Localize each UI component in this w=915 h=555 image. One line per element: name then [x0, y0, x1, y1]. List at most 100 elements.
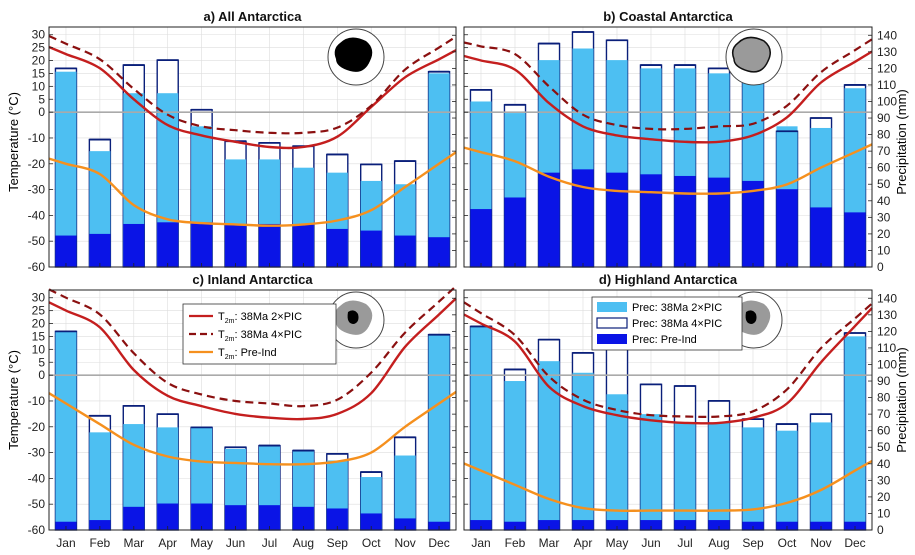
tick-label-month: Oct — [362, 536, 381, 550]
tick-label-temperature: 30 — [32, 291, 46, 305]
temperature-legend: T2m: 38Ma 2×PIC T2m: 38Ma 4×PIC T2m: Pre… — [182, 303, 337, 365]
bar-prec-2x — [844, 336, 866, 530]
legend-label-t-pi: T2m: Pre-Ind — [218, 347, 277, 361]
bar-prec-pi — [292, 506, 314, 530]
tick-label-month: Nov — [394, 536, 415, 550]
bar-prec-2x — [55, 331, 77, 530]
tick-label-precipitation: 100 — [877, 94, 897, 108]
bar-prec-pi — [470, 209, 492, 267]
plot-area — [464, 27, 872, 267]
tick-label-precipitation: 30 — [877, 210, 891, 224]
tick-label-precipitation: 30 — [877, 473, 891, 487]
bar-prec-pi — [572, 520, 594, 530]
panel-title: a) All Antarctica — [203, 9, 302, 24]
tick-label-temperature: -20 — [28, 157, 46, 171]
bar-prec-pi — [89, 520, 111, 530]
legend-swatch-prec-4x — [596, 317, 628, 329]
bar-prec-pi — [258, 223, 280, 267]
bar-prec-pi — [606, 520, 628, 530]
bar-prec-2x — [606, 394, 628, 530]
tick-label-precipitation: 90 — [877, 111, 891, 125]
bar-prec-2x — [776, 430, 798, 530]
tick-label-precipitation: 20 — [877, 227, 891, 241]
bar-prec-2x — [123, 93, 145, 267]
bar-prec-2x — [89, 432, 111, 530]
tick-label-month: Dec — [844, 536, 865, 550]
temperature-legend-box — [182, 303, 337, 365]
bar-prec-pi — [123, 223, 145, 267]
bar-prec-pi — [708, 177, 730, 267]
bar-prec-pi — [55, 235, 77, 267]
tick-label-precipitation: 120 — [877, 324, 897, 338]
region-map-inset — [725, 28, 783, 86]
bar-prec-pi — [55, 521, 77, 530]
tick-label-temperature: -30 — [28, 446, 46, 460]
bar-prec-pi — [326, 228, 348, 267]
bar-prec-pi — [674, 520, 696, 530]
tick-label-temperature: -10 — [28, 394, 46, 408]
tick-label-precipitation: 40 — [877, 194, 891, 208]
tick-label-precipitation: 0 — [877, 523, 884, 537]
tick-label-temperature: 10 — [32, 79, 46, 93]
map-region-highlight — [347, 310, 359, 324]
bar-prec-pi — [504, 197, 526, 267]
tick-label-precipitation: 20 — [877, 490, 891, 504]
tick-label-month: Feb — [90, 536, 111, 550]
bar-prec-2x — [538, 361, 560, 530]
legend-label-prec-pi: Prec: Pre-Ind — [632, 334, 697, 346]
line-temp-4x — [463, 301, 873, 419]
bar-prec-pi — [360, 513, 382, 530]
bar-prec-pi — [776, 189, 798, 267]
tick-label-precipitation: 50 — [877, 177, 891, 191]
line-temp-2x — [48, 45, 457, 150]
bar-prec-pi — [810, 521, 832, 530]
tick-label-precipitation: 60 — [877, 161, 891, 175]
tick-label-temperature: 10 — [32, 342, 46, 356]
bar-prec-2x — [708, 422, 730, 530]
bar-prec-pi — [157, 222, 179, 267]
tick-label-temperature: 15 — [32, 329, 46, 343]
tick-label-month: May — [606, 536, 629, 550]
tick-label-temperature: -50 — [28, 234, 46, 248]
panel-title: d) Highland Antarctica — [599, 272, 738, 287]
bar-prec-2x — [394, 455, 416, 530]
legend-label-prec-2x: Prec: 38Ma 2×PIC — [632, 302, 722, 314]
left-axis-label-top: Temperature (°C) — [6, 92, 21, 192]
bar-prec-2x — [640, 414, 662, 530]
bar-prec-2x — [810, 422, 832, 530]
bar-prec-pi — [606, 172, 628, 267]
bar-prec-pi — [504, 521, 526, 530]
tick-label-month: Jun — [641, 536, 660, 550]
line-temp-4x — [48, 285, 457, 408]
line-temp-4x — [463, 38, 873, 131]
panel-title: b) Coastal Antarctica — [603, 9, 733, 24]
bar-prec-pi — [640, 174, 662, 267]
tick-label-month: Nov — [810, 536, 831, 550]
tick-label-temperature: -60 — [28, 260, 46, 274]
tick-label-precipitation: 70 — [877, 407, 891, 421]
bar-prec-pi — [225, 223, 247, 267]
bar-prec-pi — [157, 503, 179, 530]
tick-label-temperature: 20 — [32, 54, 46, 68]
plot-frame — [463, 289, 873, 531]
tick-label-temperature: 5 — [38, 92, 45, 106]
tick-label-month: Mar — [123, 536, 144, 550]
tick-label-temperature: -10 — [28, 131, 46, 145]
tick-label-temperature: -50 — [28, 497, 46, 511]
tick-label-precipitation: 0 — [877, 260, 884, 274]
tick-label-precipitation: 10 — [877, 506, 891, 520]
tick-label-precipitation: 50 — [877, 440, 891, 454]
tick-label-precipitation: 60 — [877, 424, 891, 438]
bar-prec-pi — [844, 212, 866, 267]
line-temp-2x — [463, 50, 873, 144]
line-temp-pi — [48, 151, 457, 227]
plot-frame — [48, 26, 457, 268]
region-map-inset — [327, 28, 385, 86]
plot-frame — [48, 289, 457, 531]
tick-label-month: Jun — [226, 536, 245, 550]
tick-label-month: Apr — [574, 536, 593, 550]
legend-label-t-4x: T2m: 38Ma 4×PIC — [218, 329, 302, 343]
bar-prec-pi — [360, 230, 382, 267]
